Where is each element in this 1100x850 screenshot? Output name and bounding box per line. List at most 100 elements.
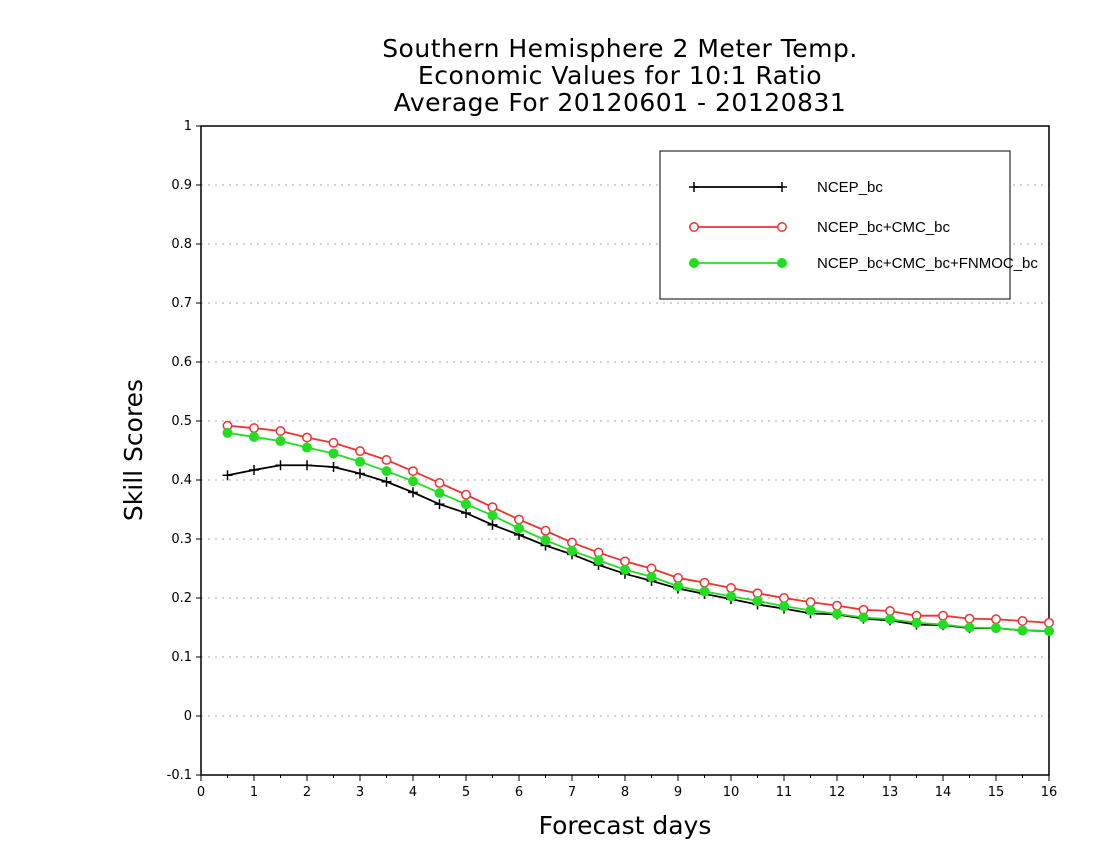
filled-circle-marker [858,612,869,623]
filled-circle-marker [726,591,736,602]
open-circle-marker [620,556,630,567]
filled-circle-marker [381,466,392,477]
legend-entry: NCEP_bc+CMC_bc [689,219,950,236]
filled-circle-marker [646,571,657,582]
legend-box [659,150,1011,300]
gridlines [201,184,1049,717]
open-circle-marker [487,502,498,513]
plus-marker [249,464,259,475]
open-circle-marker [381,454,392,465]
filled-circle-marker [885,614,895,625]
filled-circle-marker [777,258,787,268]
open-circle-marker [355,446,365,457]
open-circle-marker [249,423,259,434]
plus-marker [275,460,286,471]
filled-circle-marker [938,619,948,630]
open-circle-marker [461,489,471,500]
y-tick-label: 0.1 [171,650,192,665]
y-tick-label: 0.9 [171,178,192,193]
filled-circle-marker [805,605,816,616]
series-ncep-bc [222,460,1054,637]
open-circle-marker [540,525,551,536]
axis-ticks: -0.100.10.20.30.40.50.60.70.80.910 1 2 3 4 5 6… [167,119,1058,800]
plus-marker [434,499,445,510]
open-circle-marker [408,466,418,477]
x-tick-label: 14 [935,785,952,800]
y-tick-label: -0.1 [167,768,192,783]
series-line [227,424,1050,624]
open-circle-marker [1044,617,1054,628]
y-tick-label: 0.2 [171,591,192,606]
filled-circle-marker [620,564,630,575]
y-tick-label: 0.4 [171,473,192,488]
filled-circle-marker [275,436,286,447]
filled-circle-marker [752,595,763,606]
open-circle-marker [991,614,1001,625]
open-circle-marker [779,593,789,603]
filled-circle-marker [567,545,577,556]
plus-marker [302,460,312,471]
x-tick-label: 4 [409,785,417,800]
open-circle-marker [885,606,895,616]
filled-circle-marker [408,476,418,487]
filled-circle-marker [593,555,604,566]
plus-marker [381,476,392,487]
filled-circle-marker [779,601,789,612]
series-group [222,420,1054,637]
y-axis-title: Skill Scores [119,379,148,521]
x-tick-label: 10 [723,785,740,800]
plus-marker [328,462,339,473]
filled-circle-marker [673,581,683,592]
open-circle-marker [1017,616,1028,626]
filled-circle-marker [911,617,922,628]
x-axis-title: Forecast days [539,811,712,840]
open-circle-marker [726,583,736,593]
open-circle-marker [673,572,683,583]
plus-marker [689,182,699,192]
x-tick-label: 6 [515,785,523,800]
filled-circle-marker [355,456,365,467]
open-circle-marker [514,514,524,525]
open-circle-marker [805,597,816,608]
filled-circle-marker [461,499,471,510]
filled-circle-marker [434,487,445,498]
x-tick-label: 8 [621,785,629,800]
open-circle-marker [275,426,286,436]
chart-title-line-1: Southern Hemisphere 2 Meter Temp. [382,34,858,63]
filled-circle-marker [832,608,842,619]
y-tick-label: 0.5 [171,414,192,429]
y-tick-label: 0.8 [171,237,192,252]
plus-marker [355,468,365,479]
x-tick-label: 11 [776,785,793,800]
filled-circle-marker [514,523,524,534]
series-ncep-bc-cmc-bc [222,420,1054,628]
legend: NCEP_bc NCEP_bc+CMC_bc NCEP_bc+CMC_bc+FNMO… [659,150,1038,300]
x-tick-label: 5 [462,785,470,800]
y-tick-label: 0 [184,709,192,724]
plus-marker [222,470,233,481]
x-tick-label: 7 [568,785,576,800]
filled-circle-marker [964,622,975,633]
chart-title-line-3: Average For 20120601 - 20120831 [393,88,847,117]
y-tick-label: 0.7 [171,296,192,311]
open-circle-marker [832,600,842,611]
open-circle-marker [434,478,445,488]
plus-marker [777,182,787,192]
open-circle-marker [938,610,948,621]
y-tick-label: 1 [184,119,192,134]
legend-label: NCEP_bc [817,179,883,196]
x-tick-label: 3 [356,785,364,800]
filled-circle-marker [487,510,498,521]
open-circle-marker [689,222,699,232]
legend-entry: NCEP_bc+CMC_bc+FNMOC_bc [689,255,1038,272]
series-ncep-bc-cmc-bc-fnmoc-bc [222,427,1054,637]
plus-marker [408,487,418,498]
legend-label: NCEP_bc+CMC_bc [817,219,950,236]
open-circle-marker [699,577,710,588]
x-tick-label: 2 [303,785,311,800]
open-circle-marker [964,613,975,624]
plus-marker [461,508,471,519]
filled-circle-marker [689,258,699,268]
x-tick-label: 9 [674,785,682,800]
